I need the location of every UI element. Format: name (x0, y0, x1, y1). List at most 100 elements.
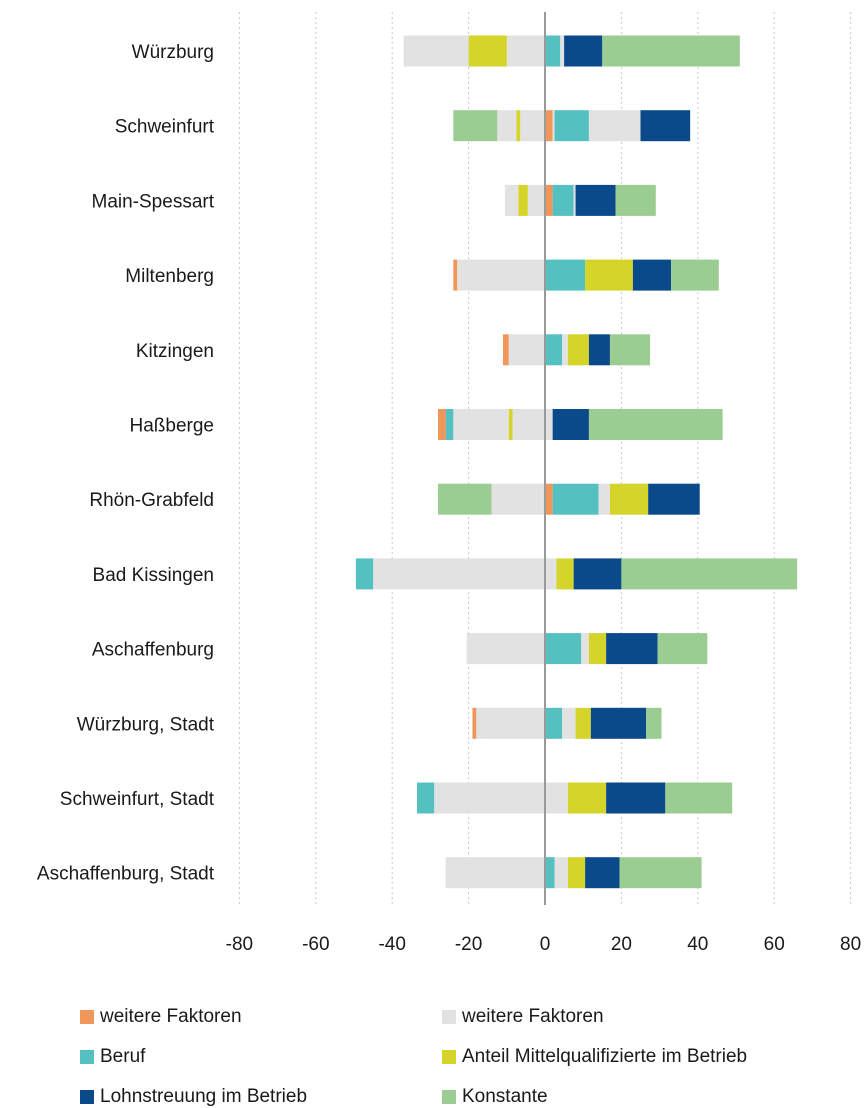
bar-segment (575, 707, 591, 739)
legend-label: Beruf (100, 1046, 146, 1067)
bar-segment (646, 707, 662, 739)
legend-label: weitere Faktoren (462, 1006, 604, 1027)
legend-label: Lohnstreuung im Betrieb (100, 1086, 308, 1107)
bar-segment (545, 259, 586, 291)
bar-segment (552, 184, 574, 216)
x-tick-label: -80 (226, 934, 253, 955)
category-label: Rhön-Grabfeld (89, 490, 214, 511)
bar-segment (665, 782, 733, 814)
bar-segment (403, 35, 469, 67)
bar-segment (502, 334, 509, 366)
legend-swatch (80, 1090, 94, 1104)
bar-segment (671, 259, 719, 291)
legend-item: Lohnstreuung im Betrieb (80, 1086, 307, 1108)
legend-swatch (442, 1090, 456, 1104)
bar-segment (552, 483, 599, 515)
bar-segment (602, 35, 740, 67)
bar-segment (445, 409, 454, 440)
bar-segment (556, 558, 574, 590)
legend-label: weitere Faktoren (100, 1006, 242, 1027)
x-tick-label: -20 (455, 934, 482, 955)
legend-swatch (442, 1050, 456, 1064)
bar-segment (508, 334, 515, 366)
bar-segment (541, 483, 545, 515)
bar-segment (554, 110, 589, 142)
legend-item: weitere Faktoren (442, 1006, 604, 1028)
bar-segment (506, 35, 545, 67)
bar-segment (657, 633, 708, 665)
category-label: Schweinfurt, Stadt (60, 789, 215, 810)
bar-segment (590, 707, 647, 739)
bar-segment (373, 558, 545, 590)
bar-segment (588, 110, 641, 142)
bar-segment (588, 334, 610, 366)
bar-segment (552, 110, 555, 142)
bar-segment (516, 110, 521, 142)
bar-segment (562, 707, 576, 739)
bar-segment (581, 633, 589, 665)
bar-segment (527, 184, 545, 216)
bar-segment (552, 409, 589, 440)
bar-segment (562, 334, 568, 366)
bar-segment (508, 409, 513, 440)
category-label: Würzburg (132, 42, 214, 63)
x-tick-label: -60 (302, 934, 329, 955)
bars (355, 35, 798, 889)
x-tick-label: 80 (840, 934, 861, 955)
bar-segment (545, 184, 553, 216)
bar-segment (585, 857, 620, 889)
legend-label: Anteil Mittelqualifizierte im Betrieb (462, 1046, 748, 1067)
legend-label: Konstante (462, 1086, 548, 1107)
bar-segment (567, 857, 586, 889)
bar-segment (545, 110, 553, 142)
bar-segment (615, 184, 656, 216)
category-label: Main-Spessart (92, 191, 215, 212)
legend-swatch (80, 1010, 94, 1024)
bar-segment (575, 184, 616, 216)
legend-swatch (442, 1010, 456, 1024)
x-tick-label: -40 (378, 934, 405, 955)
bar-segment (545, 782, 568, 814)
bar-segment (588, 409, 723, 440)
bar-segment (567, 334, 589, 366)
bar-segment (640, 110, 691, 142)
bar-segment (480, 707, 545, 739)
bar-segment (609, 483, 649, 515)
bar-segment (545, 483, 553, 515)
category-label: Bad Kissingen (93, 565, 214, 586)
bar-segment (434, 782, 545, 814)
bar-segment (632, 259, 672, 291)
bar-segment (621, 558, 798, 590)
bar-segment (468, 35, 507, 67)
bar-segment (545, 334, 563, 366)
x-tick-labels: -80 -60 -40 -20 0 20 40 60 80 (226, 934, 862, 955)
bar-segment (514, 334, 545, 366)
bar-segment (472, 707, 477, 739)
bar-segment (545, 558, 557, 590)
bar-segment (609, 334, 651, 366)
bar-segment (545, 857, 555, 889)
bar-segment (545, 409, 553, 440)
bar-segment (417, 782, 435, 814)
bar-segment (512, 409, 545, 440)
legend-item: Anteil Mittelqualifizierte im Betrieb (442, 1046, 747, 1068)
bar-segment (573, 184, 576, 216)
bar-segment (573, 558, 622, 590)
bar-segment (567, 782, 607, 814)
bar-segment (476, 707, 481, 739)
bar-segment (497, 110, 517, 142)
bar-segment (560, 35, 565, 67)
category-label: Miltenberg (125, 266, 214, 287)
bar-segment (438, 483, 492, 515)
bar-segment (466, 633, 545, 665)
x-tick-label: 0 (540, 934, 551, 955)
bar-segment (355, 558, 374, 590)
category-label: Würzburg, Stadt (77, 714, 215, 735)
bar-segment (545, 633, 582, 665)
legend-item: Beruf (80, 1046, 145, 1068)
bar-segment (518, 184, 528, 216)
bar-segment (491, 483, 542, 515)
bar-segment (598, 483, 610, 515)
bar-segment (554, 857, 568, 889)
